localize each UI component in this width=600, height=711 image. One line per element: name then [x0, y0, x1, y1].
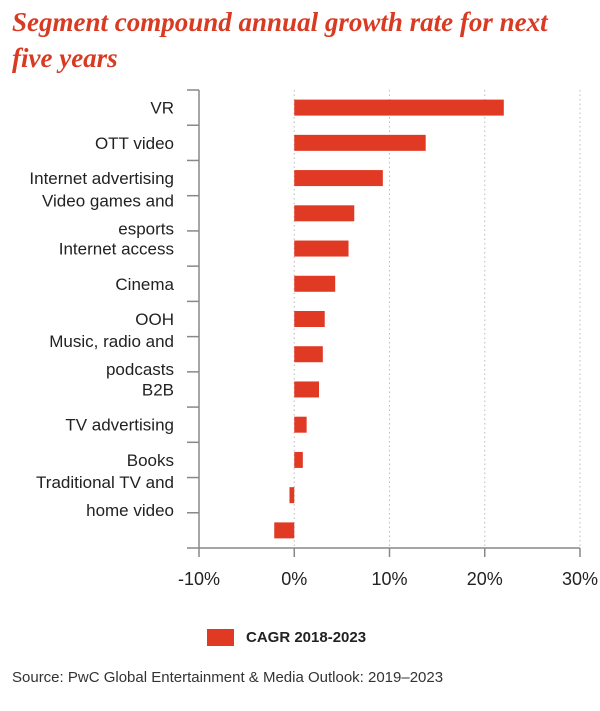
tick-labels: -10% 0% 10% 20% 30% — [178, 569, 598, 589]
bar — [294, 100, 504, 116]
bar-chart: VR OTT video Internet advertising Video gam… — [0, 0, 600, 611]
category-label: B2B — [142, 380, 174, 399]
category-label: Music, radio and podcasts — [49, 332, 174, 379]
x-tick-label: -10% — [178, 569, 220, 589]
category-label: Books — [127, 451, 174, 470]
bar — [294, 241, 348, 257]
bar — [289, 487, 294, 503]
x-tick-label: 20% — [467, 569, 503, 589]
bar — [294, 311, 324, 327]
bar — [294, 452, 303, 468]
axes — [187, 90, 580, 557]
category-label: Internet access — [59, 240, 174, 259]
source-note: Source: PwC Global Entertainment & Media… — [12, 669, 443, 686]
bar — [274, 522, 294, 538]
category-label: OOH — [135, 310, 174, 329]
category-label: VR — [150, 99, 174, 118]
legend-swatch — [207, 629, 234, 646]
x-tick-label: 30% — [562, 569, 598, 589]
bar — [294, 417, 306, 433]
category-label: Video games and esports — [42, 191, 174, 238]
bar — [294, 135, 425, 151]
category-label: Traditional TV and home video — [36, 473, 174, 520]
grid-lines — [294, 90, 580, 548]
bar — [294, 381, 319, 397]
bar — [294, 346, 323, 362]
x-tick-label: 0% — [281, 569, 307, 589]
bar — [294, 170, 383, 186]
category-labels: VR OTT video Internet advertising Video gam… — [29, 99, 174, 521]
category-label: OTT video — [95, 134, 174, 153]
category-label: Cinema — [115, 275, 174, 294]
legend-label: CAGR 2018-2023 — [246, 629, 366, 646]
bar — [294, 276, 335, 292]
bar — [294, 205, 354, 221]
category-label: Internet advertising — [29, 169, 174, 188]
x-tick-label: 10% — [371, 569, 407, 589]
category-label: TV advertising — [65, 416, 174, 435]
legend: CAGR 2018-2023 — [207, 629, 366, 646]
